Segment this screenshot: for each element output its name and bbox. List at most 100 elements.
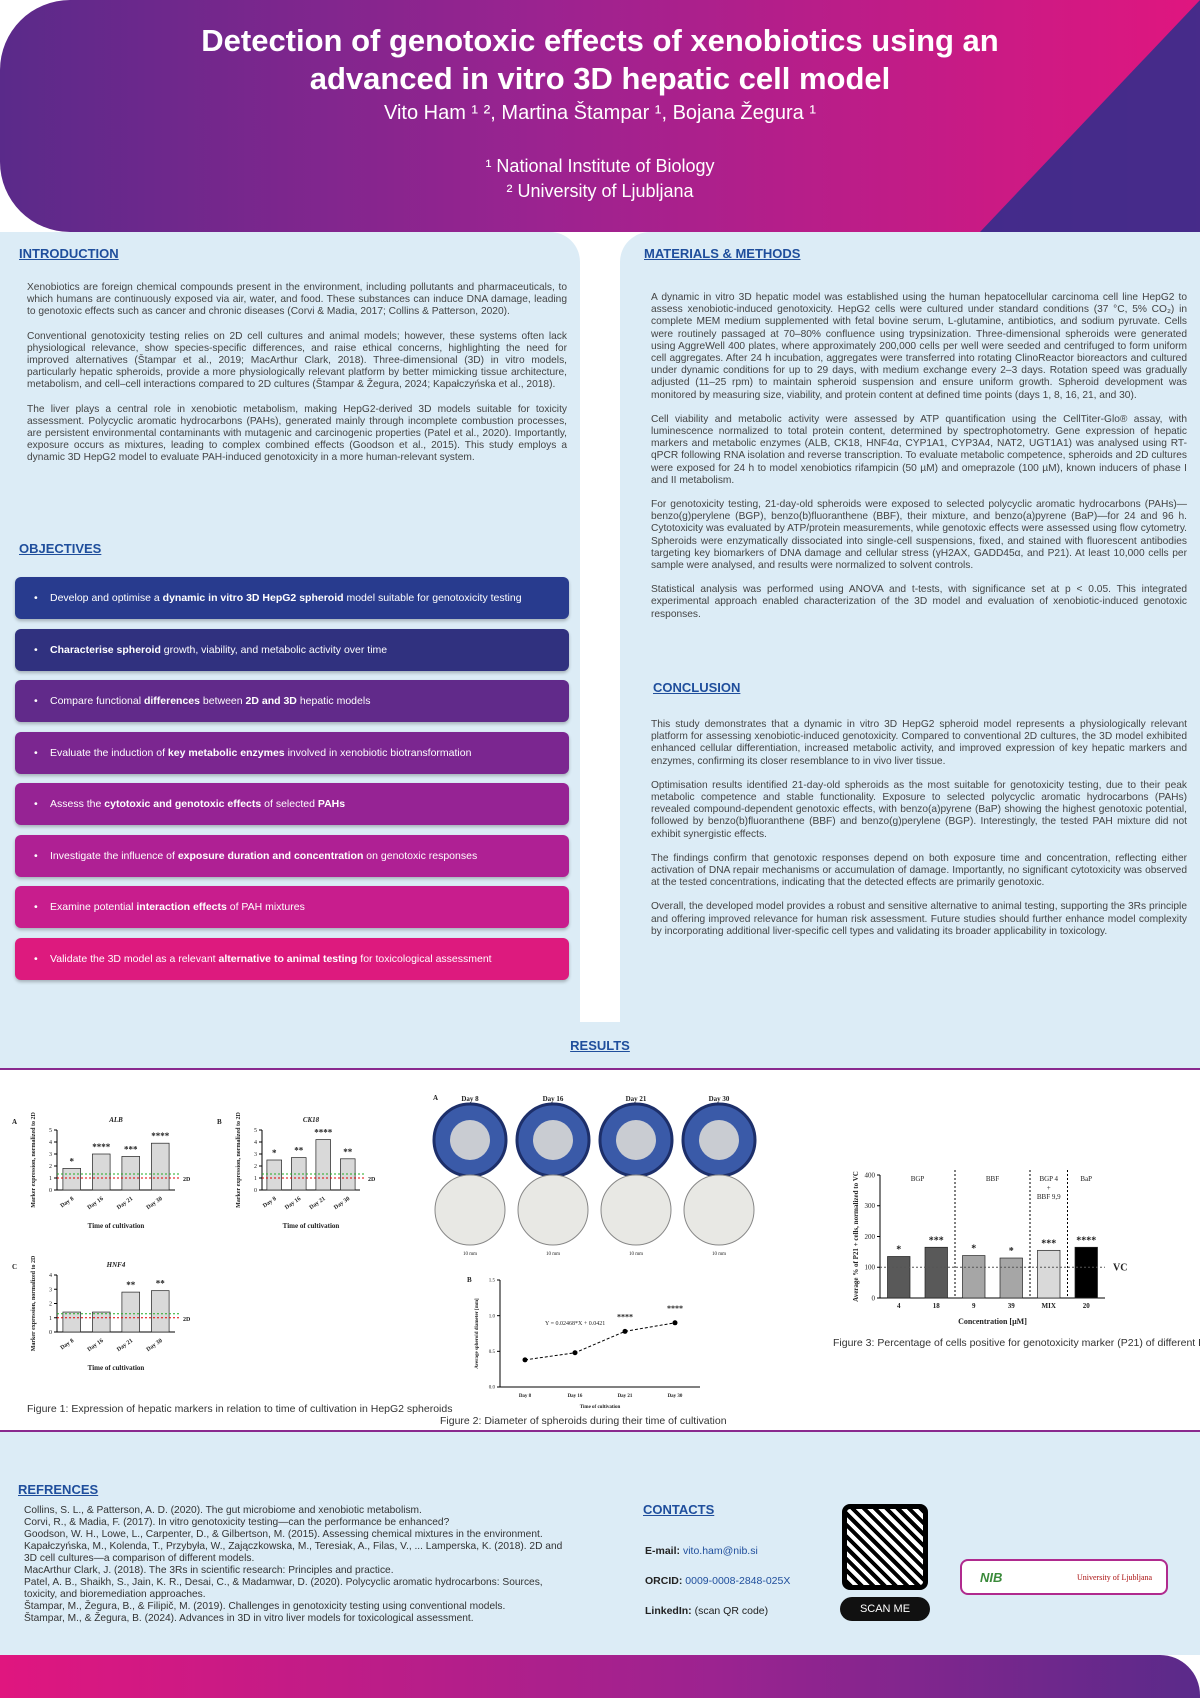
reference: Štampar, M., & Žegura, B. (2024). Advanc… [24, 1613, 474, 1624]
paragraph: The liver plays a central role in xenobi… [27, 403, 567, 464]
group-label: BBF 9,9 [1037, 1193, 1061, 1201]
section-heading: OBJECTIVES [19, 541, 102, 556]
bar [887, 1256, 911, 1299]
x-tick-label: Day 21 [309, 1196, 327, 1211]
footer [0, 1655, 1200, 1698]
significance: ** [126, 1280, 136, 1290]
text: Investigate the influence of [50, 849, 178, 862]
y-tick-label: 400 [865, 1171, 876, 1179]
x-tick-label: MIX [1042, 1302, 1056, 1310]
bold-text: interaction effects [136, 901, 227, 913]
bold-text: dynamic in vitro 3D HepG2 spheroid [162, 592, 344, 604]
bar [1074, 1246, 1098, 1299]
significance: **** [1076, 1235, 1096, 1246]
y-axis-label: Average spheroid diameter [mm] [475, 1298, 480, 1369]
micrograph [434, 1174, 506, 1246]
label: E-mail: [645, 1545, 681, 1557]
significance: * [971, 1244, 976, 1255]
text: Assess the [50, 798, 105, 810]
y-tick-label: 0 [49, 1330, 52, 1336]
significance: **** [151, 1131, 170, 1141]
logos: NIB University of Ljubljana [960, 1559, 1168, 1595]
section-heading: MATERIALS & METHODS [644, 246, 801, 261]
reference-label: 2D [183, 1317, 191, 1323]
x-tick-label: Day 21 [116, 1338, 134, 1353]
bold-text: cytotoxic and genotoxic effects [104, 798, 262, 810]
x-tick-label: Day 8 [60, 1338, 76, 1351]
bar [92, 1153, 111, 1191]
caption: Figure 3: Percentage of cells positive f… [833, 1337, 1200, 1349]
significance: * [70, 1156, 75, 1166]
day-label: Day 16 [543, 1095, 564, 1103]
y-tick-label: 2 [49, 1302, 52, 1308]
paragraph: Cell viability and metabolic activity we… [651, 413, 1187, 486]
day-label: Day 30 [709, 1095, 730, 1103]
paragraph: Optimisation results identified 21-day-o… [651, 779, 1187, 840]
paragraph: A dynamic in vitro 3D hepatic model was … [651, 292, 1187, 401]
group-label: BaP [1080, 1175, 1092, 1183]
x-tick-label: Day 21 [618, 1394, 633, 1399]
panel-label: C [12, 1263, 17, 1271]
x-tick-label: Day 8 [60, 1196, 76, 1209]
y-tick-label: 1 [49, 1316, 52, 1322]
section-heading: CONCLUSION [653, 680, 741, 695]
panel-label: A [433, 1094, 438, 1102]
results-band [0, 1022, 1200, 1070]
panel-label: B [467, 1276, 472, 1284]
significance: *** [124, 1144, 138, 1154]
reference: Collins, S. L., & Patterson, A. D. (2020… [24, 1505, 422, 1516]
reference: Goodson, W. H., Lowe, L., Carpenter, D.,… [24, 1529, 543, 1540]
caption: Figure 2: Diameter of spheroids during t… [440, 1415, 727, 1427]
text: Develop and optimise a [50, 592, 163, 604]
email-link[interactable]: vito.ham@nib.si [682, 1545, 758, 1557]
text: Examine potential [50, 901, 137, 913]
bold-text: alternative to animal testing [218, 952, 358, 965]
bar [151, 1290, 170, 1333]
intro-text: Xenobiotics are foreign chemical compoun… [27, 282, 567, 477]
text: of selected [261, 798, 318, 810]
x-tick-label: 20 [1083, 1302, 1091, 1310]
significance: **** [667, 1304, 683, 1313]
text: of PAH mixtures [226, 901, 305, 913]
scale-label: 10 mm [712, 1252, 726, 1257]
y-tick-label: 0.0 [489, 1386, 496, 1391]
section-heading: RESULTS [570, 1038, 630, 1053]
bold-text: exposure duration and concentration [177, 849, 364, 862]
methods-text: A dynamic in vitro 3D hepatic model was … [651, 292, 1187, 633]
orcid: ORCID: 0009-0008-2848-025X [645, 1575, 790, 1587]
significance: **** [92, 1142, 111, 1152]
label: LinkedIn: [645, 1605, 692, 1617]
significance: ** [294, 1146, 304, 1156]
y-axis-label: Average % of P21 + cells, normalized to … [852, 1171, 860, 1302]
x-axis-label: Time of cultivation [283, 1222, 340, 1230]
micrograph [517, 1174, 589, 1246]
panel-label: A [12, 1118, 17, 1126]
x-tick-label: Day 21 [116, 1196, 134, 1211]
objective: Investigate the influence of exposure du… [15, 834, 569, 877]
paragraph: The findings confirm that genotoxic resp… [651, 852, 1187, 889]
text: model suitable for genotoxicity testing [343, 592, 522, 604]
bar [151, 1142, 170, 1191]
scan-button[interactable]: SCAN ME [840, 1597, 930, 1621]
bar [62, 1168, 81, 1191]
y-tick-label: 3 [49, 1287, 52, 1293]
x-tick-label: Day 30 [146, 1338, 164, 1353]
y-tick-label: 1 [49, 1176, 52, 1182]
paragraph: Overall, the developed model provides a … [651, 901, 1187, 937]
orcid-link[interactable]: 0009-0008-2848-025X [685, 1575, 791, 1587]
bar [962, 1255, 986, 1299]
y-tick-label: 0.5 [489, 1350, 496, 1355]
reference: Kapałczyńska, M., Kolenda, T., Przybyła,… [24, 1541, 563, 1564]
reference-label: 2D [183, 1177, 191, 1183]
paragraph: Statistical analysis was performed using… [651, 584, 1187, 620]
label: ORCID: [645, 1575, 683, 1587]
day-label: Day 8 [461, 1095, 479, 1103]
point [622, 1328, 628, 1334]
significance: **** [617, 1312, 633, 1321]
title: Detection of genotoxic effects of xenobi… [201, 23, 999, 96]
well-inner [450, 1120, 490, 1160]
objective: Examine potential interaction effects of… [15, 886, 569, 928]
objective: Characterise spheroid growth, viability,… [15, 628, 569, 671]
y-tick-label: 4 [49, 1273, 52, 1279]
text: between [200, 695, 246, 707]
